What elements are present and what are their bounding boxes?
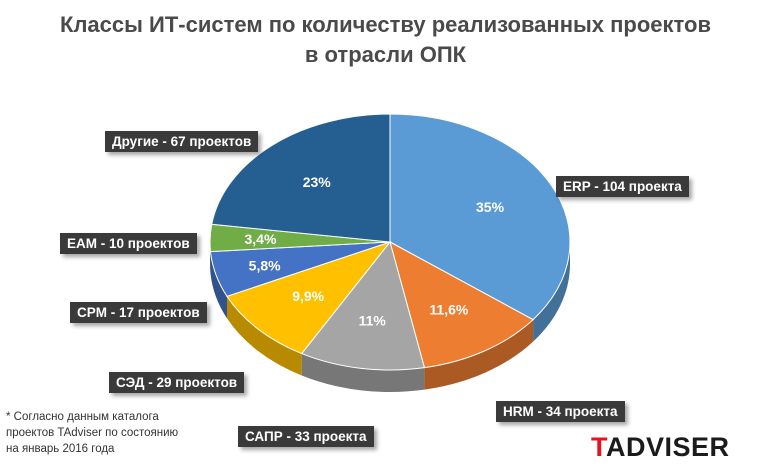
slice-сэд xyxy=(226,240,392,355)
footnote: * Согласно данным каталога проектов TAdv… xyxy=(6,409,226,457)
callout-eam: EAM - 10 проектов xyxy=(60,233,197,254)
slice-side-erp xyxy=(533,242,570,342)
chart-title: Классы ИТ-систем по количеству реализова… xyxy=(0,10,771,70)
slice-side-cpm xyxy=(210,251,228,319)
slice-другие xyxy=(211,113,391,243)
percent-label-erp: 35% xyxy=(476,199,505,215)
slice-side-сапр xyxy=(301,353,425,393)
percent-labels: 35% 11,6% 11% 9,9% 5,8% 3,4% 23% xyxy=(245,174,505,328)
percent-label-eam: 3,4% xyxy=(245,231,277,247)
slice-сапр xyxy=(300,240,426,371)
pie-slices xyxy=(209,113,571,371)
callout-другие: Другие - 67 проектов xyxy=(105,131,259,152)
slice-erp xyxy=(389,113,571,321)
percent-label-cpm: 5,8% xyxy=(249,257,281,273)
callout-erp: ERP - 104 проекта xyxy=(556,176,689,197)
callout-cpm: CPM - 17 проектов xyxy=(70,302,207,323)
pie-sides xyxy=(210,242,570,393)
percent-label-другие: 23% xyxy=(303,174,332,190)
logo-rest: ADVISER xyxy=(606,432,730,462)
footnote-line-2: проектов TAdviser по состоянию xyxy=(6,427,179,439)
footnote-line-3: на январь 2016 года xyxy=(6,443,115,455)
percent-label-сапр: 11% xyxy=(359,312,387,328)
chart-title-line-2: в отрасли ОПК xyxy=(304,42,467,67)
percent-label-hrm: 11,6% xyxy=(429,301,468,317)
footnote-line-1: * Согласно данным каталога xyxy=(6,411,159,423)
callout-hrm: HRM - 34 проекта xyxy=(496,401,625,422)
chart-title-line-1: Классы ИТ-систем по количеству реализова… xyxy=(60,12,711,37)
callout-сэд: СЭД - 29 проектов xyxy=(109,372,245,393)
tadviser-logo: TADVISER xyxy=(591,432,730,463)
callout-сапр: САПР - 33 проекта xyxy=(238,426,374,447)
logo-accent: T xyxy=(591,432,606,462)
slice-hrm xyxy=(389,241,534,369)
slice-side-сэд xyxy=(227,296,302,376)
percent-label-сэд: 9,9% xyxy=(292,288,324,304)
slice-side-hrm xyxy=(424,319,534,390)
